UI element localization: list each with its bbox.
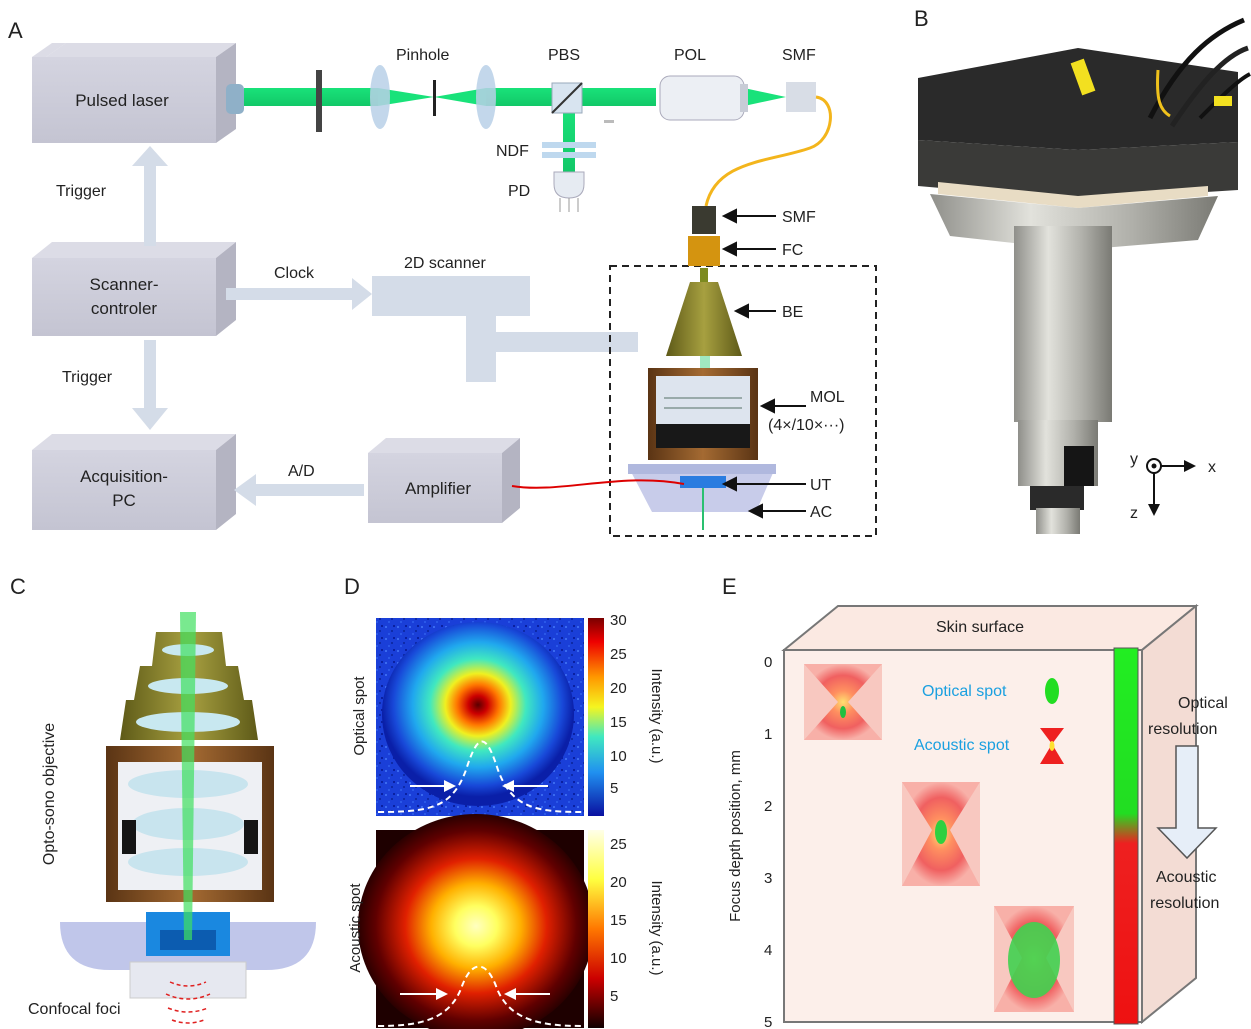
pol-label: POL bbox=[674, 47, 706, 64]
amplifier-box: Amplifier bbox=[368, 438, 520, 523]
axis-y-label: y bbox=[1130, 451, 1138, 468]
focus-snapshot-1 bbox=[804, 664, 882, 740]
acoustic-colorbar bbox=[588, 830, 604, 1028]
panel-label-b: B bbox=[914, 6, 929, 31]
skin-surface-label: Skin surface bbox=[936, 619, 1024, 636]
depth-axis-label: Focus depth position, mm bbox=[727, 750, 744, 922]
smf-probe-label: SMF bbox=[782, 209, 816, 226]
ac-tick-25: 25 bbox=[610, 836, 627, 853]
legend-acoustic-label: Acoustic spot bbox=[914, 737, 1010, 754]
pbs-label: PBS bbox=[548, 47, 580, 64]
acq-label-line1: Acquisition- bbox=[80, 467, 168, 486]
smf-top-label: SMF bbox=[782, 47, 816, 64]
opt-tick-25: 25 bbox=[610, 646, 627, 663]
be-label: BE bbox=[782, 304, 803, 321]
pol-objective bbox=[659, 75, 748, 121]
smf-coupler bbox=[786, 82, 816, 112]
optical-colorbar-title: Intensity (a.u.) bbox=[648, 668, 665, 763]
focus-snapshot-2 bbox=[902, 782, 980, 886]
legend-optical-marker bbox=[1045, 678, 1059, 704]
acoustic-spot-image bbox=[358, 814, 594, 1029]
confocal-foci-label: Confocal foci bbox=[28, 1001, 121, 1018]
panel-label-e: E bbox=[722, 574, 737, 599]
optical-res-line1: Optical bbox=[1178, 695, 1228, 712]
depth-tick-1: 1 bbox=[764, 726, 772, 743]
pulsed-laser-box: Pulsed laser bbox=[32, 43, 244, 143]
depth-tick-5: 5 bbox=[764, 1014, 772, 1029]
optical-res-line2: resolution bbox=[1148, 721, 1217, 738]
ut-label: UT bbox=[810, 477, 832, 494]
acoustic-res-line2: resolution bbox=[1150, 895, 1219, 912]
legend-optical-label: Optical spot bbox=[922, 683, 1007, 700]
pd-label: PD bbox=[508, 183, 530, 200]
signal-arrows bbox=[132, 146, 638, 506]
panel-label-d: D bbox=[344, 574, 360, 599]
opt-tick-15: 15 bbox=[610, 714, 627, 731]
trigger-top-label: Trigger bbox=[56, 183, 107, 200]
scanner-controller-box: Scanner- controler bbox=[32, 242, 236, 336]
amplifier-label: Amplifier bbox=[405, 479, 471, 498]
panel-label-a: A bbox=[8, 18, 23, 43]
mol-label: MOL bbox=[810, 389, 845, 406]
ndf-label: NDF bbox=[496, 143, 529, 160]
lens-2 bbox=[476, 65, 496, 129]
acoustic-colorbar-title: Intensity (a.u.) bbox=[648, 880, 665, 975]
optical-colorbar bbox=[588, 618, 604, 816]
resolution-bar bbox=[1113, 647, 1139, 1025]
lens-1 bbox=[370, 65, 390, 129]
ac-tick-5: 5 bbox=[610, 988, 618, 1005]
pbs-cube bbox=[551, 82, 583, 114]
acquisition-pc-box: Acquisition- PC bbox=[32, 434, 236, 530]
pinhole-element bbox=[433, 80, 436, 116]
ac-tick-20: 20 bbox=[610, 874, 627, 891]
ac-label: AC bbox=[810, 504, 832, 521]
mol-sub-label: (4×/10×···) bbox=[768, 417, 844, 434]
trigger-bottom-label: Trigger bbox=[62, 369, 113, 386]
optical-spot-image bbox=[376, 618, 584, 816]
ac-tick-10: 10 bbox=[610, 950, 627, 967]
opt-tick-10: 10 bbox=[610, 748, 627, 765]
probe-photo bbox=[918, 17, 1251, 534]
axis-z-label: z bbox=[1130, 505, 1138, 522]
ndf-filter bbox=[542, 142, 596, 158]
depth-tick-2: 2 bbox=[764, 798, 772, 815]
ac-tick-15: 15 bbox=[610, 912, 627, 929]
depth-tick-4: 4 bbox=[764, 942, 772, 959]
opt-tick-5: 5 bbox=[610, 780, 618, 797]
fiber-cable bbox=[704, 95, 832, 207]
pinhole-label: Pinhole bbox=[396, 47, 449, 64]
panel-label-c: C bbox=[10, 574, 26, 599]
acoustic-spot-label: Acoustic spot bbox=[347, 883, 364, 973]
photo-axes bbox=[1146, 458, 1196, 516]
scanner2d-label: 2D scanner bbox=[404, 255, 486, 272]
probe-assembly bbox=[628, 206, 776, 530]
opt-tick-30: 30 bbox=[610, 612, 627, 629]
focus-snapshot-3 bbox=[994, 906, 1074, 1012]
depth-tick-0: 0 bbox=[764, 654, 772, 671]
acoustic-res-line1: Acoustic bbox=[1156, 869, 1216, 886]
scanner-label-line1: Scanner- bbox=[90, 275, 159, 294]
acq-label-line2: PC bbox=[112, 491, 136, 510]
clock-label: Clock bbox=[274, 265, 315, 282]
axis-x-label: x bbox=[1208, 459, 1216, 476]
probe-leaders bbox=[721, 208, 806, 519]
ad-label: A/D bbox=[288, 463, 315, 480]
depth-tick-3: 3 bbox=[764, 870, 772, 887]
fc-label: FC bbox=[782, 242, 803, 259]
scanner-label-line2: controler bbox=[91, 299, 157, 318]
resolution-down-arrow bbox=[1156, 745, 1218, 860]
opt-tick-20: 20 bbox=[610, 680, 627, 697]
pulsed-laser-label: Pulsed laser bbox=[75, 91, 169, 110]
optical-spot-label: Optical spot bbox=[351, 676, 368, 756]
probe-dashed-frame bbox=[609, 265, 877, 537]
ut-signal-cable bbox=[511, 479, 685, 489]
pd-detector bbox=[553, 171, 585, 212]
objective-cutaway bbox=[60, 612, 316, 999]
opto-sono-label: Opto-sono objective bbox=[41, 723, 58, 865]
confocal-foci-arcs bbox=[165, 981, 211, 1024]
